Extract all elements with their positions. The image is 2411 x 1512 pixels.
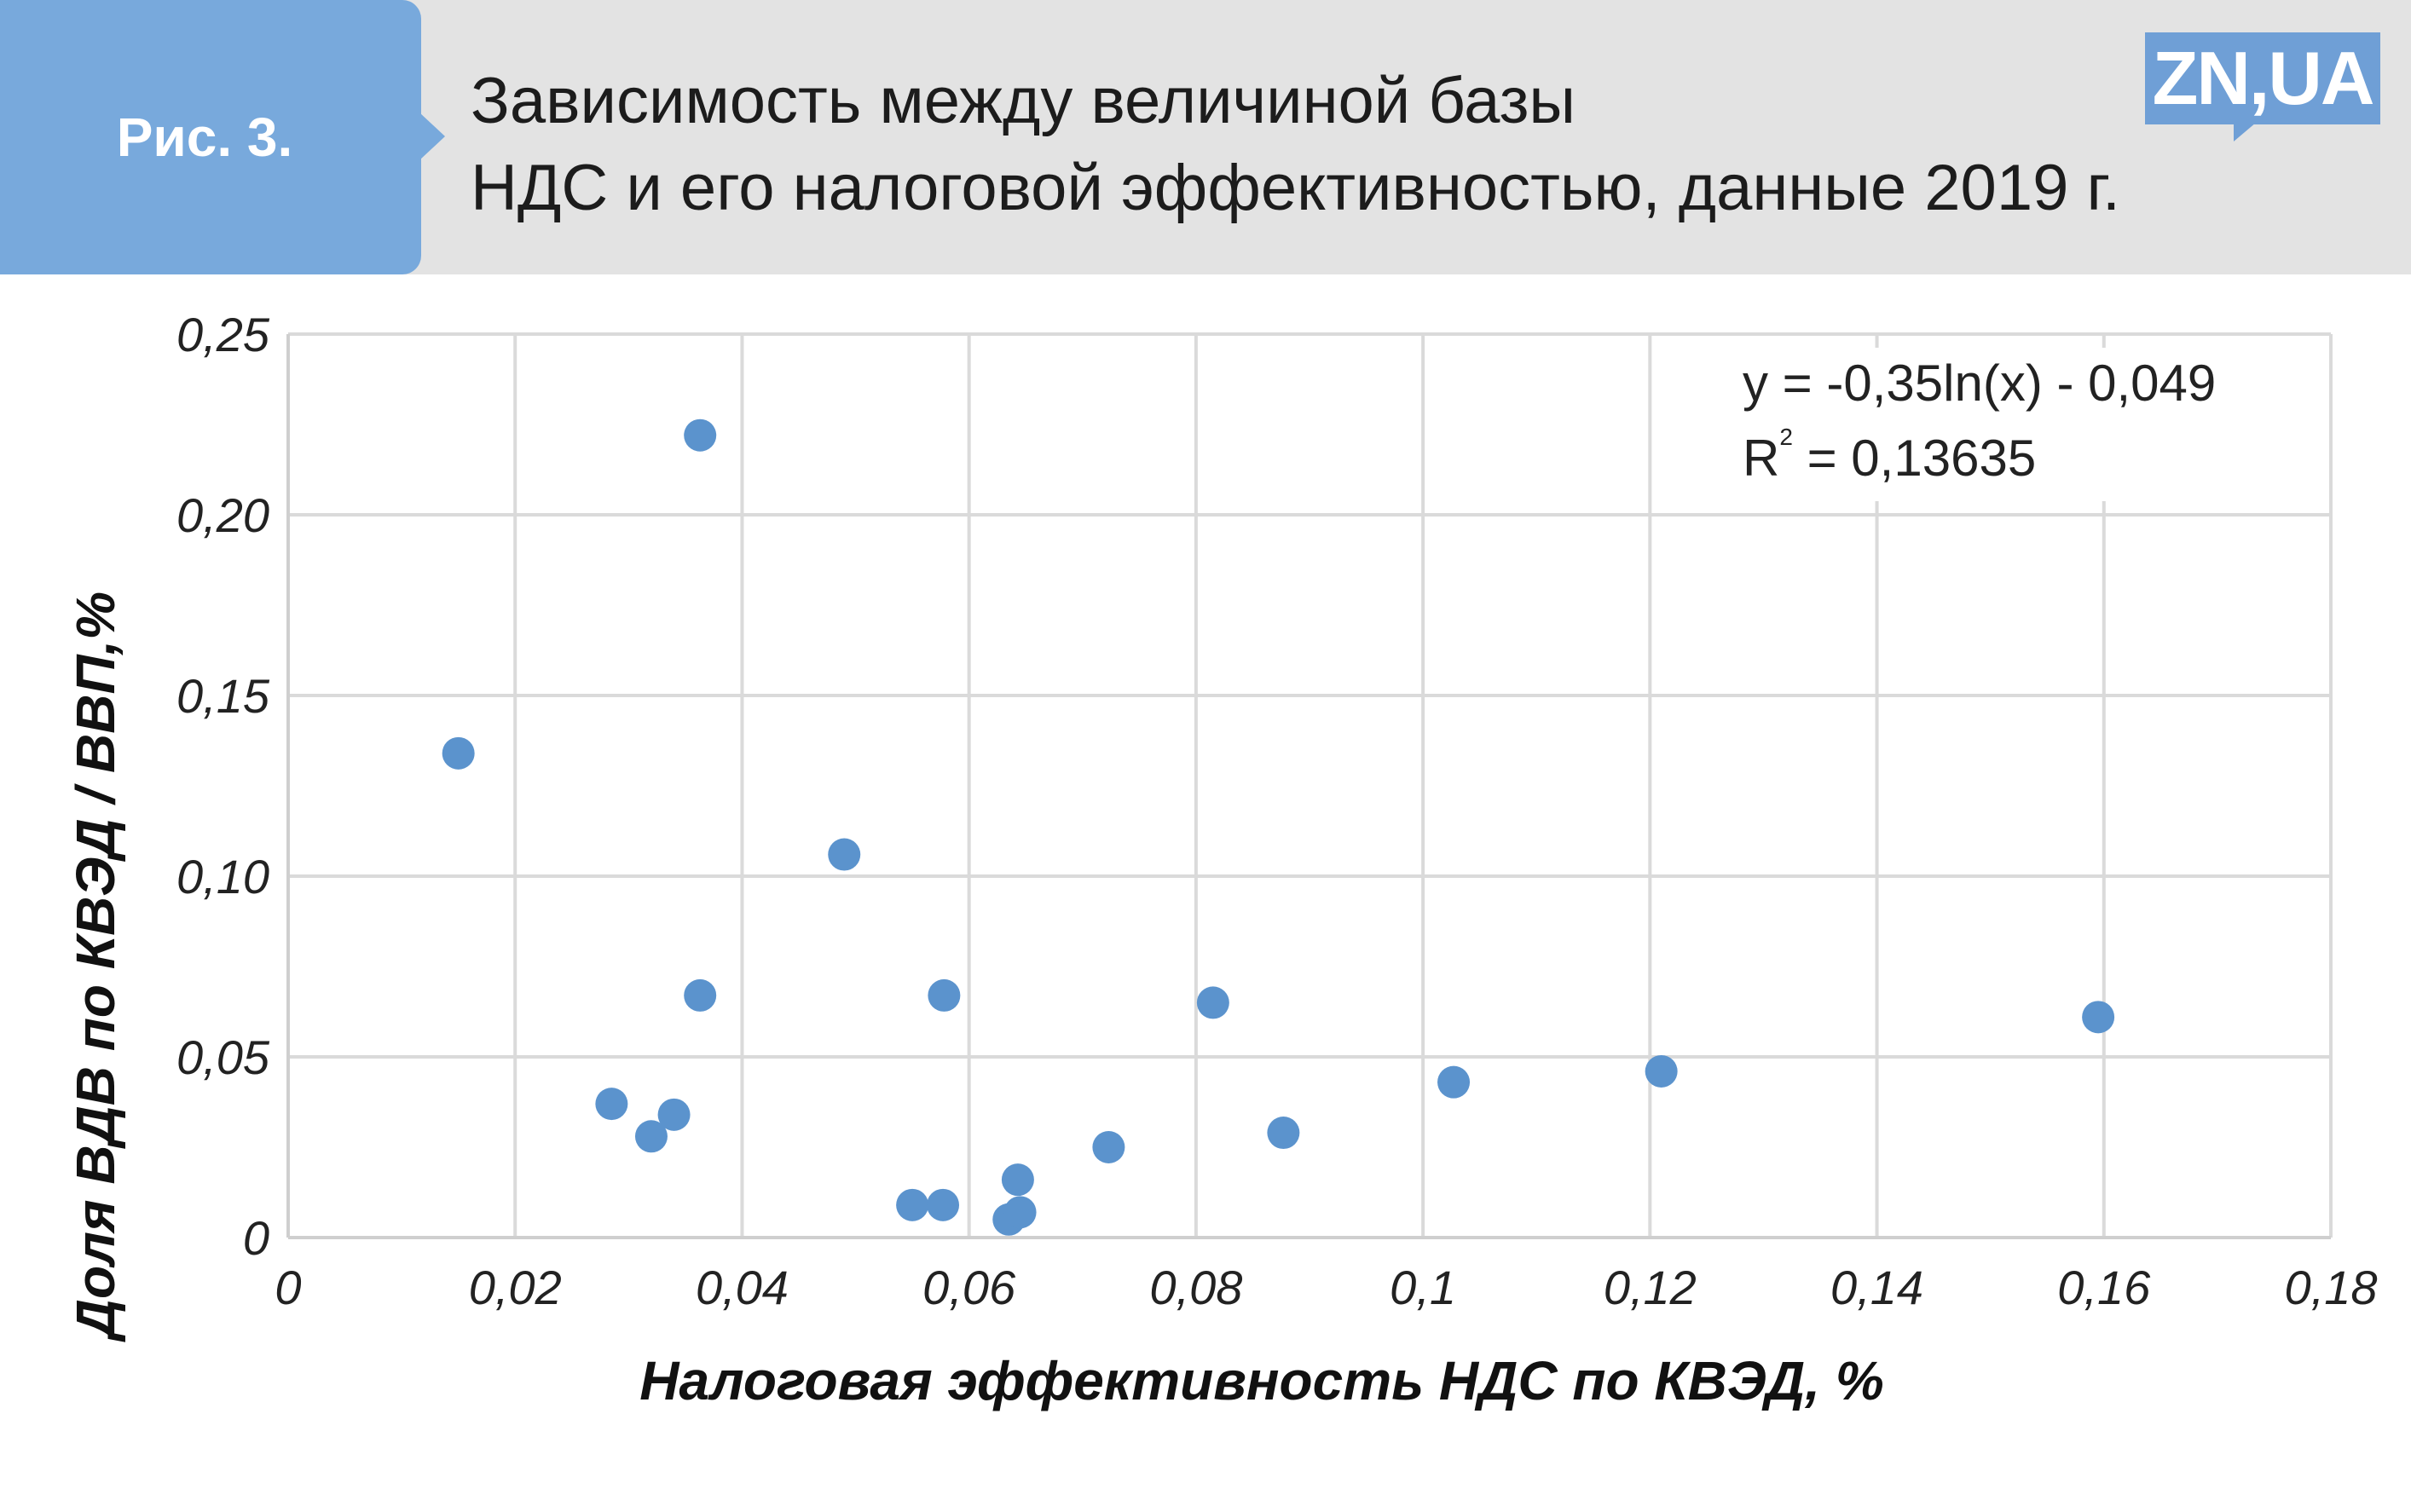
chart-title: Зависимость между величиной базы НДС и е… bbox=[471, 58, 2176, 232]
y-axis-title: Доля ВДВ по КВЭД / ВВП,% bbox=[65, 592, 126, 1342]
data-point bbox=[1645, 1054, 1678, 1088]
equation-box bbox=[1722, 348, 2234, 501]
data-point bbox=[684, 978, 717, 1012]
x-tick-label: 0,16 bbox=[2057, 1261, 2151, 1314]
logo-badge bbox=[2145, 32, 2380, 124]
axes bbox=[286, 334, 2331, 1239]
y-tick-label: 0,15 bbox=[176, 669, 270, 723]
data-point bbox=[1267, 1117, 1300, 1150]
tick-labels: 0 0,02 0,04 0,06 0,08 0,1 0,12 0,14 0,16 0,18 0 0,0… bbox=[176, 308, 2378, 1314]
x-tick-label: 0,18 bbox=[2285, 1261, 2378, 1314]
data-point bbox=[828, 838, 861, 871]
data-point bbox=[657, 1098, 691, 1131]
y-tick-label: 0,10 bbox=[176, 850, 269, 903]
y-tick-label: 0,05 bbox=[176, 1030, 270, 1084]
data-point bbox=[896, 1188, 929, 1221]
data-point bbox=[2082, 1001, 2115, 1034]
data-point bbox=[634, 1120, 668, 1153]
data-point bbox=[1437, 1065, 1471, 1099]
chart-title-line-2: НДС и его налоговой эффективностью, данн… bbox=[471, 152, 2121, 224]
x-axis-title: Налоговая эффективность НДС по КВЭД, % bbox=[639, 1350, 1883, 1411]
figure-tag-arrow bbox=[419, 113, 445, 160]
x-tick-label: 0,04 bbox=[696, 1261, 789, 1314]
x-tick-label: 0,08 bbox=[1149, 1261, 1242, 1314]
data-point bbox=[1003, 1196, 1037, 1229]
figure-tag bbox=[0, 0, 421, 274]
logo-tail bbox=[2234, 123, 2256, 141]
r-squared-symbol: R bbox=[1743, 430, 1779, 487]
x-tick-label: 0 bbox=[275, 1261, 301, 1314]
data-point bbox=[927, 1188, 960, 1221]
x-tick-label: 0,02 bbox=[469, 1261, 562, 1314]
data-points bbox=[442, 418, 2115, 1236]
data-point bbox=[1196, 986, 1229, 1019]
figure-label: Рис. 3. bbox=[116, 107, 293, 168]
data-point bbox=[595, 1088, 628, 1121]
data-point bbox=[928, 978, 961, 1012]
x-tick-label: 0,12 bbox=[1604, 1261, 1697, 1314]
data-point bbox=[684, 418, 717, 452]
data-point bbox=[1001, 1163, 1034, 1197]
equation-text: y = -0,35ln(x) - 0,049 bbox=[1743, 355, 2216, 412]
y-tick-label: 0 bbox=[243, 1211, 269, 1265]
grid-lines bbox=[288, 332, 2333, 1238]
r-squared-superscript: 2 bbox=[1779, 424, 1793, 450]
trendline-equation: y = -0,35ln(x) - 0,049 R2 = 0,13635 bbox=[1722, 348, 2234, 501]
y-tick-label: 0,25 bbox=[176, 308, 270, 361]
y-tick-label: 0,20 bbox=[176, 488, 269, 542]
data-point bbox=[442, 736, 475, 770]
data-point bbox=[1092, 1131, 1125, 1163]
chart-title-line-1: Зависимость между величиной базы bbox=[471, 65, 1576, 137]
logo: ZN,UA bbox=[2152, 36, 2375, 120]
x-tick-label: 0,1 bbox=[1390, 1261, 1456, 1314]
scatter-chart: 0 0,02 0,04 0,06 0,08 0,1 0,12 0,14 0,16 0,18 0 0,0… bbox=[65, 308, 2378, 1411]
r-squared-text: R2 = 0,13635 bbox=[1743, 424, 2036, 487]
x-tick-label: 0,14 bbox=[1830, 1261, 1923, 1314]
r-squared-value: = 0,13635 bbox=[1793, 430, 2036, 487]
x-tick-label: 0,06 bbox=[922, 1261, 1016, 1314]
